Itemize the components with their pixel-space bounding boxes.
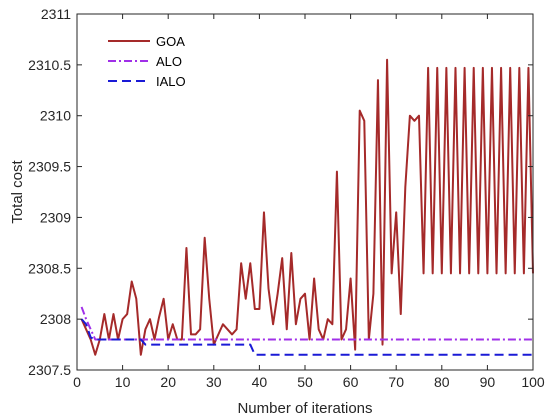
- y-tick-label: 2309: [40, 209, 71, 225]
- series-line-alo: [80, 306, 533, 341]
- legend-label-alo: ALO: [156, 54, 182, 69]
- y-tick-label: 2310: [40, 108, 71, 124]
- x-tick-label: 20: [160, 374, 176, 390]
- x-tick-label: 70: [388, 374, 404, 390]
- series-line-goa: [80, 58, 534, 356]
- y-tick-label: 2310.5: [28, 57, 71, 73]
- series-line-ialo: [80, 318, 533, 356]
- x-tick-label: 40: [252, 374, 268, 390]
- x-tick-label: 30: [206, 374, 222, 390]
- y-axis-label: Total cost: [9, 159, 26, 223]
- y-tick-label: 2308: [40, 311, 71, 327]
- x-tick-label: 100: [521, 374, 545, 390]
- legend-label-ialo: IALO: [156, 74, 186, 89]
- x-axis-label: Number of iterations: [237, 400, 372, 417]
- legend-box: [100, 28, 200, 90]
- legend: GOA ALO IALO: [100, 28, 200, 90]
- x-tick-label: 80: [434, 374, 450, 390]
- y-tick-label: 2308.5: [28, 260, 71, 276]
- x-tick-label: 60: [343, 374, 359, 390]
- y-tick-label: 2307.5: [28, 362, 71, 378]
- x-tick-label: 90: [480, 374, 496, 390]
- x-tick-label: 10: [115, 374, 131, 390]
- y-tick-label: 2311: [41, 6, 71, 22]
- x-tick-label: 0: [73, 374, 81, 390]
- plot-marks: [80, 58, 534, 356]
- legend-label-goa: GOA: [156, 34, 185, 49]
- axis-tick-labels: 0 10 20 30 40 50 60 70 80 90 100 2307.5 2308 2308.5 23…: [28, 6, 545, 390]
- y-tick-label: 2309.5: [28, 159, 71, 175]
- axis-ticks: [76, 13, 534, 371]
- x-tick-label: 50: [297, 374, 313, 390]
